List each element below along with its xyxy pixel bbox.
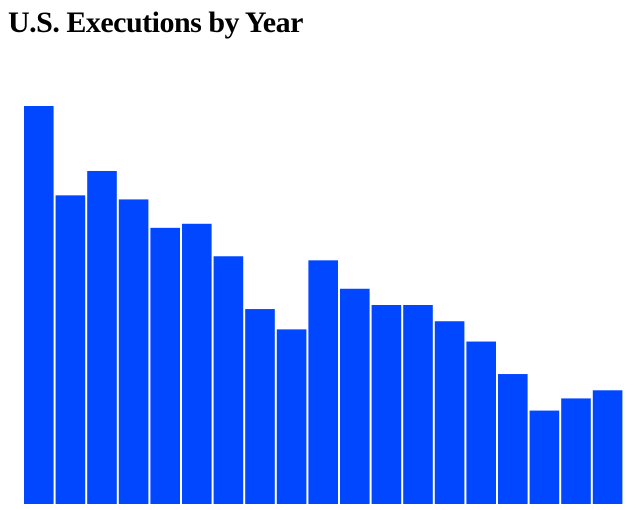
bar-5: [150, 227, 180, 504]
bar-15: [466, 341, 496, 504]
bar-8: [245, 309, 275, 504]
bar-3: [87, 170, 117, 505]
bar-4: [118, 199, 149, 504]
bar-9: [276, 329, 307, 504]
bar-17: [529, 410, 560, 504]
bar-19: [592, 390, 623, 504]
bar-14: [434, 321, 465, 504]
bar-7: [213, 256, 244, 504]
bars-group: [24, 106, 623, 505]
bar-11: [340, 288, 370, 504]
bar-16: [498, 374, 528, 504]
bar-10: [308, 260, 338, 504]
bar-13: [403, 305, 433, 504]
bar-12: [371, 305, 402, 504]
bar-18: [561, 398, 591, 504]
page-title: U.S. Executions by Year: [8, 6, 303, 39]
bar-2: [55, 195, 86, 504]
bar-1: [24, 106, 54, 504]
bar-6: [182, 223, 212, 504]
